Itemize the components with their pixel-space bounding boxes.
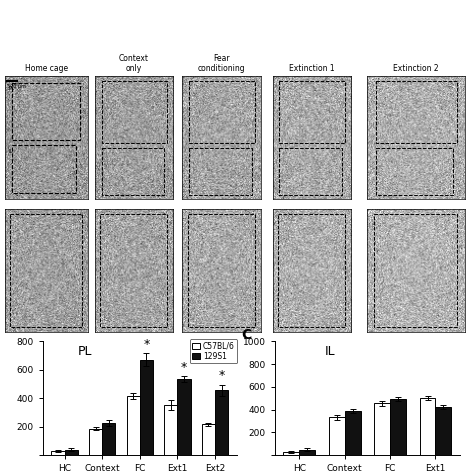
Bar	[436, 407, 451, 455]
Title: Extinction 2: Extinction 2	[393, 64, 439, 73]
Bar	[64, 450, 78, 455]
Bar	[345, 410, 361, 455]
Title: Home cage: Home cage	[25, 64, 68, 73]
Text: *: *	[143, 338, 149, 351]
Bar	[215, 391, 228, 455]
Bar	[202, 425, 215, 455]
Bar	[419, 398, 436, 455]
Bar	[164, 405, 177, 455]
Bar	[390, 399, 406, 455]
Text: C: C	[242, 328, 252, 342]
Text: 500 μm: 500 μm	[7, 84, 26, 90]
Title: Fear
conditioning: Fear conditioning	[198, 54, 246, 73]
Text: IL: IL	[8, 149, 13, 154]
Legend: C57BL/6, 129S1: C57BL/6, 129S1	[190, 339, 237, 363]
Bar	[127, 396, 140, 455]
Text: *: *	[181, 361, 187, 374]
Bar	[283, 452, 299, 455]
Text: PL: PL	[8, 86, 15, 91]
Text: *: *	[219, 369, 225, 383]
Bar	[52, 451, 64, 455]
Bar	[89, 428, 102, 455]
Text: PL: PL	[78, 345, 92, 358]
Title: Extinction 1: Extinction 1	[289, 64, 335, 73]
Bar	[299, 449, 315, 455]
Title: Context
only: Context only	[119, 54, 149, 73]
Bar	[329, 418, 345, 455]
Bar	[102, 423, 115, 455]
Bar	[374, 403, 390, 455]
Text: IL: IL	[325, 345, 336, 358]
Bar	[140, 360, 153, 455]
Bar	[177, 379, 191, 455]
